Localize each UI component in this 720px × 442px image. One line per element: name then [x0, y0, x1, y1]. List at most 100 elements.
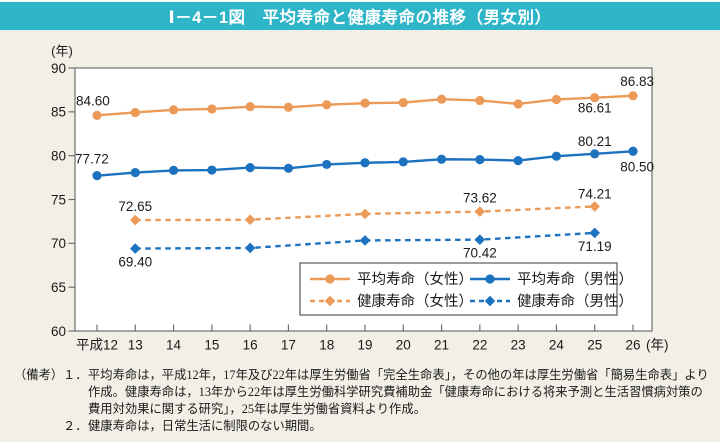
point-marker [322, 159, 332, 170]
line-chart-svg: (年) 90 85 80 75 70 65 60 平成12 13 14 15 16 17 18 19 20 21 2… [51, 44, 669, 353]
x-tick-label: 平成12 [76, 338, 118, 353]
point-marker [207, 165, 217, 175]
x-tick-label: 19 [357, 338, 372, 353]
point-marker [325, 274, 335, 284]
value-label: 80.21 [578, 134, 612, 149]
value-label: 77.72 [75, 152, 109, 167]
point-marker [589, 201, 601, 212]
point-marker [245, 102, 255, 112]
point-marker [283, 163, 294, 173]
point-marker [484, 295, 496, 307]
x-tick-label: 13 [128, 338, 143, 353]
point-marker [245, 162, 255, 173]
point-marker [129, 243, 141, 254]
x-tick-label: 25 [587, 338, 602, 353]
point-marker [551, 151, 562, 161]
x-tick-label: 17 [281, 338, 296, 353]
legend-label: 健康寿命（男性） [517, 292, 633, 310]
note-item: ２． 健康寿命は，日常生活に制限のない期間。 [14, 418, 710, 435]
point-marker [551, 94, 562, 105]
point-marker [168, 165, 179, 175]
series-line [135, 231, 595, 250]
point-marker [513, 99, 523, 109]
point-marker [168, 105, 179, 115]
point-marker [475, 155, 485, 165]
point-marker [628, 146, 638, 156]
legend-label: 平均寿命（女性） [357, 270, 473, 288]
x-tick-label: 21 [434, 338, 449, 353]
y-tick-label: 80 [51, 148, 66, 163]
point-marker [485, 274, 495, 284]
point-marker [513, 155, 523, 166]
x-tick-label: 20 [396, 338, 411, 353]
value-label: 72.65 [118, 199, 152, 214]
point-marker [436, 94, 447, 104]
value-label: 80.50 [620, 159, 654, 174]
note-item-number: １． [63, 368, 88, 382]
point-marker [244, 242, 256, 254]
point-marker [398, 157, 408, 167]
point-marker [474, 234, 486, 245]
point-marker [129, 214, 141, 226]
point-marker [474, 206, 486, 217]
point-marker [360, 98, 370, 108]
value-label: 86.83 [620, 74, 654, 89]
value-label: 73.62 [463, 191, 497, 206]
note-item: （備考） １． 平均寿命は，平成12年，17年及び22年は厚生労働省「完全生命表… [14, 367, 710, 418]
legend-box [299, 262, 618, 316]
legend-label: 健康寿命（女性） [357, 292, 473, 310]
y-tick-label: 85 [51, 105, 66, 120]
x-tick-label: 18 [319, 338, 334, 353]
point-marker [130, 107, 140, 118]
x-axis-unit-label: (年) [646, 338, 669, 353]
value-label: 84.60 [76, 93, 110, 108]
x-tick-label: 15 [204, 338, 219, 353]
note-prefix-spacer [14, 418, 63, 435]
point-marker [589, 227, 601, 239]
note-block: （備考） １． 平均寿命は，平成12年，17年及び22年は厚生労働省「完全生命表… [0, 360, 720, 435]
x-tick-label: 23 [511, 338, 526, 353]
value-label: 69.40 [118, 255, 152, 270]
point-marker [130, 167, 140, 178]
point-marker [628, 91, 638, 101]
point-marker [207, 104, 217, 114]
y-tick-label: 70 [51, 236, 66, 251]
point-marker [283, 102, 294, 112]
note-item-text: 健康寿命は，日常生活に制限のない期間。 [88, 419, 322, 433]
y-tick-label: 65 [51, 280, 66, 295]
note-item-number: ２． [63, 419, 88, 433]
x-tick-label: 16 [243, 338, 258, 353]
point-marker [590, 149, 600, 159]
x-tick-label: 26 [625, 338, 640, 353]
note-prefix: （備考） [14, 368, 64, 382]
y-tick-label: 75 [51, 192, 66, 207]
point-marker [360, 158, 370, 168]
point-marker [92, 171, 102, 181]
point-marker [92, 110, 102, 120]
title-bar: Ⅰ－4－1図 平均寿命と健康寿命の推移（男女別） [0, 0, 720, 30]
point-marker [244, 214, 256, 226]
series-line [135, 205, 595, 222]
point-marker [359, 235, 371, 246]
value-label: 74.21 [578, 186, 612, 201]
legend-label: 平均寿命（男性） [517, 270, 633, 288]
x-tick-label: 22 [472, 338, 487, 353]
y-tick-label: 90 [51, 61, 66, 76]
value-label: 86.61 [578, 101, 612, 116]
value-label: 71.19 [578, 239, 612, 254]
note-item-text: 平均寿命は，平成12年，17年及び22年は厚生労働省「完全生命表」，その他の年は… [88, 368, 709, 416]
y-axis-unit-label: (年) [51, 44, 73, 59]
y-tick-label: 60 [51, 324, 66, 339]
point-marker [398, 98, 408, 108]
point-marker [475, 95, 485, 106]
x-tick-label: 14 [166, 338, 182, 353]
point-marker [359, 208, 371, 220]
value-label: 70.42 [463, 246, 497, 261]
point-marker [322, 100, 332, 110]
point-marker [590, 93, 600, 103]
x-tick-label: 24 [549, 338, 565, 353]
chart-area: (年) 90 85 80 75 70 65 60 平成12 13 14 15 16 17 18 19 20 21 2… [0, 30, 720, 360]
point-marker [436, 154, 447, 164]
point-marker [324, 295, 336, 307]
